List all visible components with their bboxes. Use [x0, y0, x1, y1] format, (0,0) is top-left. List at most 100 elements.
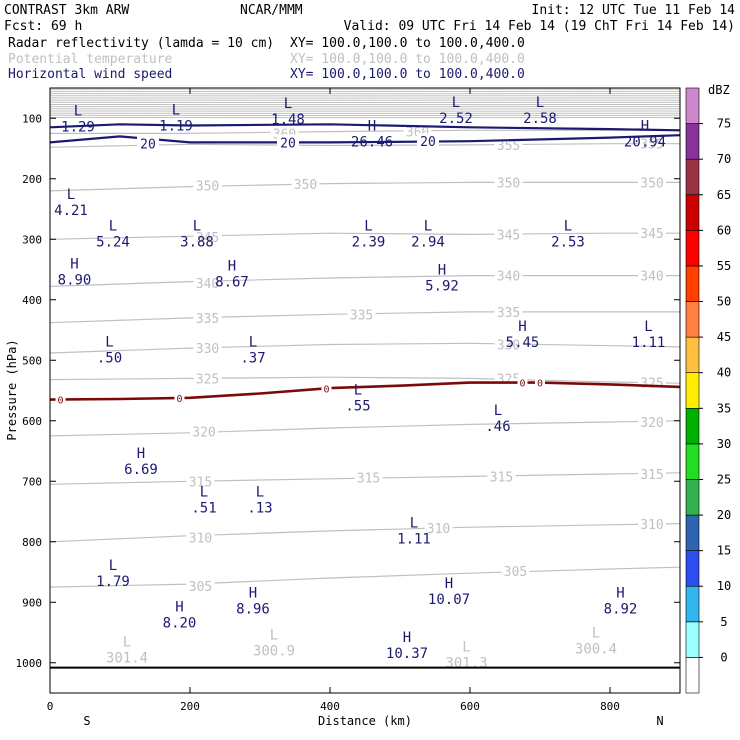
theta-label-330: 330 [196, 342, 219, 357]
theta-contour-340 [49, 275, 680, 287]
theta-label-bg [347, 306, 376, 321]
theta-upper-line [49, 99, 681, 102]
field-theta-xy: XY= 100.0,100.0 to 100.0,400.0 [290, 52, 525, 67]
colorbar-label: 60 [717, 223, 731, 237]
theta-label-345: 345 [196, 231, 219, 246]
theta-label-bg [193, 309, 222, 324]
colorbar-swatch [685, 372, 700, 409]
theta-label-bg [193, 370, 222, 385]
wind-contours: 20 20 20 [49, 123, 681, 153]
colorbar-swatch [685, 407, 700, 445]
theta-label-315: 315 [640, 468, 663, 483]
theta-label-335: 335 [497, 306, 520, 321]
wind-extremum-marker: L [109, 558, 117, 574]
colorbar-label: 5 [720, 615, 727, 629]
freezing-label: 0 [176, 394, 182, 405]
wind-extremum-marker: H [641, 119, 649, 135]
wind-extremum-value: 1.29 [61, 119, 95, 135]
colorbar-swatch [685, 585, 700, 623]
theta-contour-350 [49, 181, 680, 192]
colorbar-swatch [685, 657, 700, 694]
theta-contour-320 [49, 420, 681, 437]
theta-label-bg [494, 336, 523, 351]
field-reflectivity-name: Radar reflectivity (lamda = 10 cm) [8, 36, 274, 51]
theta-contour-345 [49, 232, 680, 240]
header-init: Init: 12 UTC Tue 11 Feb 14 [532, 3, 736, 18]
wind-extremum-marker: L [424, 218, 432, 234]
colorbar-label: 70 [717, 152, 731, 166]
freezing-label-bg [321, 382, 332, 394]
wind-extremum-marker: L [249, 335, 257, 351]
theta-label-bg [638, 174, 666, 189]
theta-label-bg [193, 340, 222, 355]
wind-extremum-marker: H [228, 258, 236, 274]
freezing-label: 0 [537, 379, 543, 390]
theta-upper-line [49, 110, 681, 112]
wind-label-20: 20 [140, 138, 156, 153]
colorbar-swatch [685, 550, 700, 587]
x-tick-label: 800 [600, 700, 620, 713]
theta-label-bg [424, 519, 453, 534]
y-tick-label: 400 [22, 294, 42, 307]
freezing-level-line [49, 381, 681, 401]
theta-extremum-value: 301.3 [445, 655, 487, 671]
wind-extremum-marker: L [284, 96, 292, 112]
theta-extremum-value: 300.4 [575, 642, 617, 658]
wind-extremum-marker: H [616, 586, 624, 602]
wind-extremum-value: 8.92 [604, 602, 638, 618]
y-tick-label: 900 [22, 596, 42, 609]
theta-label-bg [354, 469, 383, 484]
theta-label-305: 305 [504, 565, 527, 580]
theta-label-310: 310 [189, 532, 212, 547]
theta-contour-355 [49, 143, 680, 148]
theta-label-bg [190, 423, 218, 438]
y-tick-label: 500 [22, 354, 42, 367]
theta-label-bg [494, 303, 523, 318]
wind-contour-20 [49, 123, 681, 132]
theta-label-bg [494, 370, 523, 385]
theta-label-bg [186, 577, 215, 592]
wind-extremum-marker: H [403, 630, 411, 646]
wind-extremum-value: 4.21 [54, 203, 88, 219]
theta-upper-line [49, 92, 681, 95]
wind-extremum-marker: L [364, 218, 372, 234]
wind-extremum-value: 1.48 [271, 112, 305, 128]
wind-label-bg [137, 135, 159, 150]
theta-contour-310 [49, 523, 681, 543]
colorbar-label: 25 [717, 472, 731, 486]
x-tick-label: 600 [460, 700, 480, 713]
colorbar-label: 50 [717, 295, 731, 309]
theta-upper-line [49, 101, 681, 104]
colorbar-swatch [685, 230, 700, 267]
theta-label-320: 320 [192, 426, 215, 441]
theta-label-bg [494, 226, 523, 241]
wind-extremum-marker: H [175, 600, 183, 616]
colorbar-unit: dBZ [708, 83, 730, 97]
wind-extremum-marker: L [536, 95, 544, 111]
x-tick-label: 200 [180, 700, 200, 713]
theta-upper-line [49, 94, 681, 97]
theta-upper-line [49, 105, 681, 108]
wind-extremum-marker: L [564, 218, 572, 234]
field-wind-xy: XY= 100.0,100.0 to 100.0,400.0 [290, 67, 525, 82]
theta-upper-line [49, 96, 681, 99]
wind-extremum-value: 2.53 [551, 234, 585, 250]
wind-extremum-marker: H [518, 319, 526, 335]
wind-extremum-value: 10.07 [428, 592, 470, 608]
y-tick-label: 300 [22, 233, 42, 246]
wind-extremum-value: 5.24 [96, 234, 130, 250]
wind-extremum-marker: L [494, 403, 502, 419]
header-forecast-hour: Fcst: 69 h [4, 19, 82, 34]
wind-contour-20 [49, 134, 681, 144]
y-tick-label: 200 [22, 173, 42, 186]
theta-label-bg [494, 267, 523, 282]
wind-extremum-value: 8.67 [215, 274, 249, 290]
theta-extremum-value: 300.9 [253, 643, 295, 659]
wind-extremum-value: .13 [247, 501, 272, 517]
wind-extremum-value: .46 [485, 419, 510, 435]
colorbar-label: 0 [720, 650, 727, 664]
wind-extremum-value: 1.11 [397, 531, 431, 547]
theta-extremum-marker: L [123, 635, 131, 651]
theta-label-bg [186, 529, 215, 544]
wind-extremum-value: 26.46 [351, 135, 393, 151]
